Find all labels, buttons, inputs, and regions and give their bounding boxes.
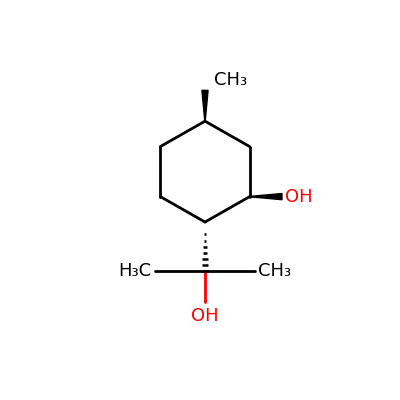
Polygon shape [250, 194, 282, 200]
Text: OH: OH [191, 307, 219, 325]
Text: CH₃: CH₃ [258, 262, 291, 280]
Text: H₃C: H₃C [119, 262, 152, 280]
Text: CH₃: CH₃ [214, 71, 247, 89]
Polygon shape [202, 90, 208, 121]
Text: OH: OH [285, 188, 313, 206]
